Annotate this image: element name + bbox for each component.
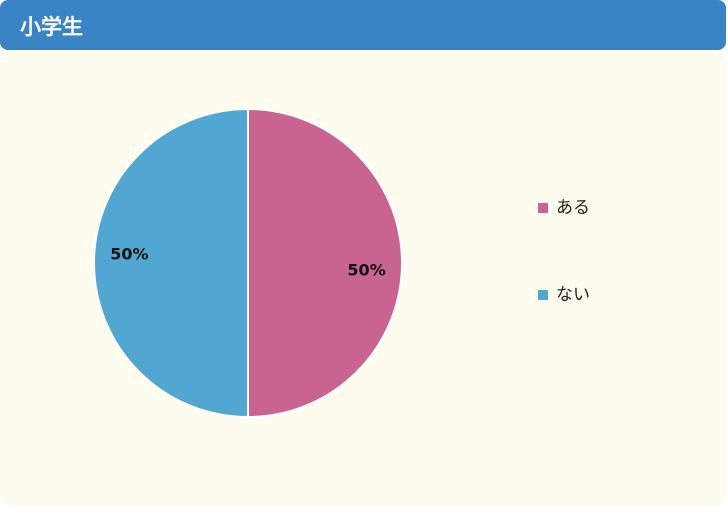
value-label: 50% xyxy=(110,245,148,264)
pie-slice xyxy=(93,107,249,419)
legend-swatch xyxy=(538,203,548,213)
value-label: 50% xyxy=(347,261,385,280)
pie-slice xyxy=(247,107,403,419)
legend-label: ある xyxy=(556,198,590,218)
chart-title: 小学生 xyxy=(20,15,83,39)
legend-swatch xyxy=(538,290,548,300)
header-bar: 小学生 xyxy=(0,0,726,50)
legend-label: ない xyxy=(556,285,590,305)
